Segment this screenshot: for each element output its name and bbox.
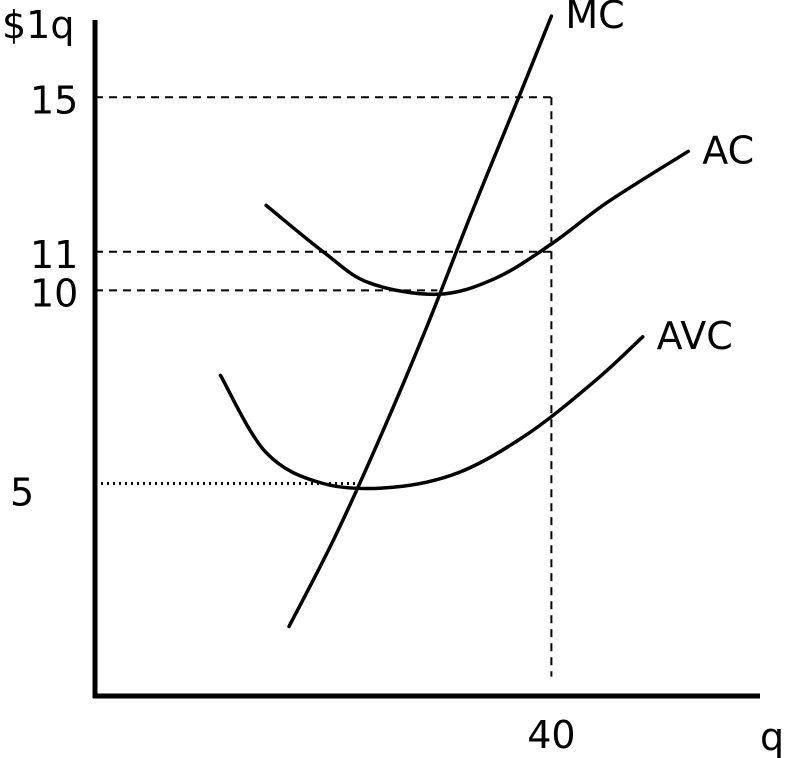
x-axis-label: q — [760, 715, 784, 758]
cost-curves — [218, 14, 691, 629]
ac-label: AC — [702, 128, 754, 172]
y-tick-5: 5 — [10, 471, 34, 515]
avc-label: AVC — [657, 314, 733, 358]
x-tick-40: 40 — [527, 713, 575, 757]
avc-curve — [218, 335, 645, 491]
x-tick-labels: 40 — [527, 713, 575, 757]
series-labels: MC AC AVC — [565, 0, 754, 358]
y-tick-15: 15 — [30, 78, 78, 122]
y-tick-11: 11 — [30, 233, 78, 277]
y-axis-label: $1q — [2, 3, 74, 47]
ac-curve — [264, 149, 691, 297]
axes — [92, 20, 760, 699]
y-tick-10: 10 — [30, 271, 78, 315]
mc-curve — [287, 14, 554, 629]
mc-label: MC — [565, 0, 624, 37]
